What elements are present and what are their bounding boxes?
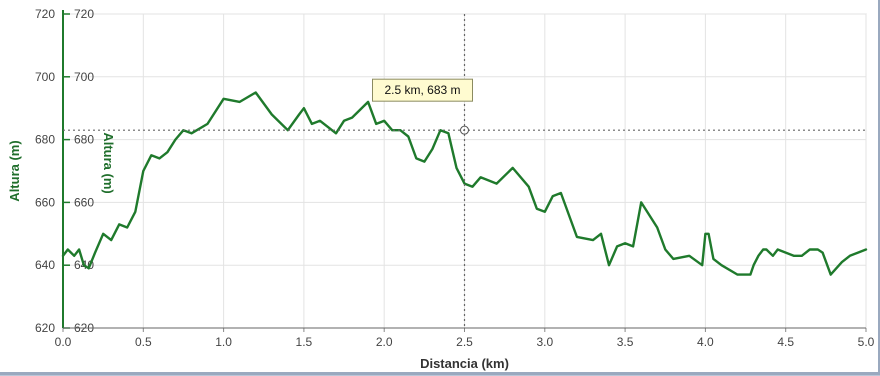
x-tick-label: 3.0 <box>536 335 553 349</box>
x-tick-label: 5.0 <box>858 335 875 349</box>
crosshair-overlay: 2.5 km, 683 m <box>63 14 866 328</box>
x-tick-label: 0.0 <box>55 335 72 349</box>
y-tick-label: 720 <box>35 7 55 21</box>
y-tick-label-secondary: 700 <box>74 70 94 84</box>
x-axis-title: Distancia (km) <box>420 356 509 371</box>
y-tick-label: 660 <box>35 195 55 209</box>
x-tick-label: 4.5 <box>777 335 794 349</box>
tooltip-text: 2.5 km, 683 m <box>384 83 460 97</box>
series <box>61 91 868 276</box>
y-tick-label: 680 <box>35 133 55 147</box>
y-tick-label: 700 <box>35 70 55 84</box>
x-tick-label: 2.5 <box>456 335 473 349</box>
y-tick-label-secondary: 680 <box>74 133 94 147</box>
y-tick-label: 620 <box>35 321 55 335</box>
x-tick-label: 0.5 <box>135 335 152 349</box>
x-tick-label: 4.0 <box>697 335 714 349</box>
y-axis-title: Altura (m) <box>7 140 22 201</box>
crosshair-marker <box>460 125 469 135</box>
y-tick-label: 640 <box>35 258 55 272</box>
y-tick-label-secondary: 660 <box>74 195 94 209</box>
y-axis-title-secondary: Altura (m) <box>101 132 116 193</box>
elevation-line <box>61 91 868 276</box>
x-tick-label: 2.0 <box>376 335 393 349</box>
tooltip-box <box>372 78 473 102</box>
x-tick-label: 1.0 <box>215 335 232 349</box>
y-tick-label-secondary: 720 <box>74 7 94 21</box>
x-tick-label: 3.5 <box>617 335 634 349</box>
x-tick-label: 1.5 <box>296 335 313 349</box>
